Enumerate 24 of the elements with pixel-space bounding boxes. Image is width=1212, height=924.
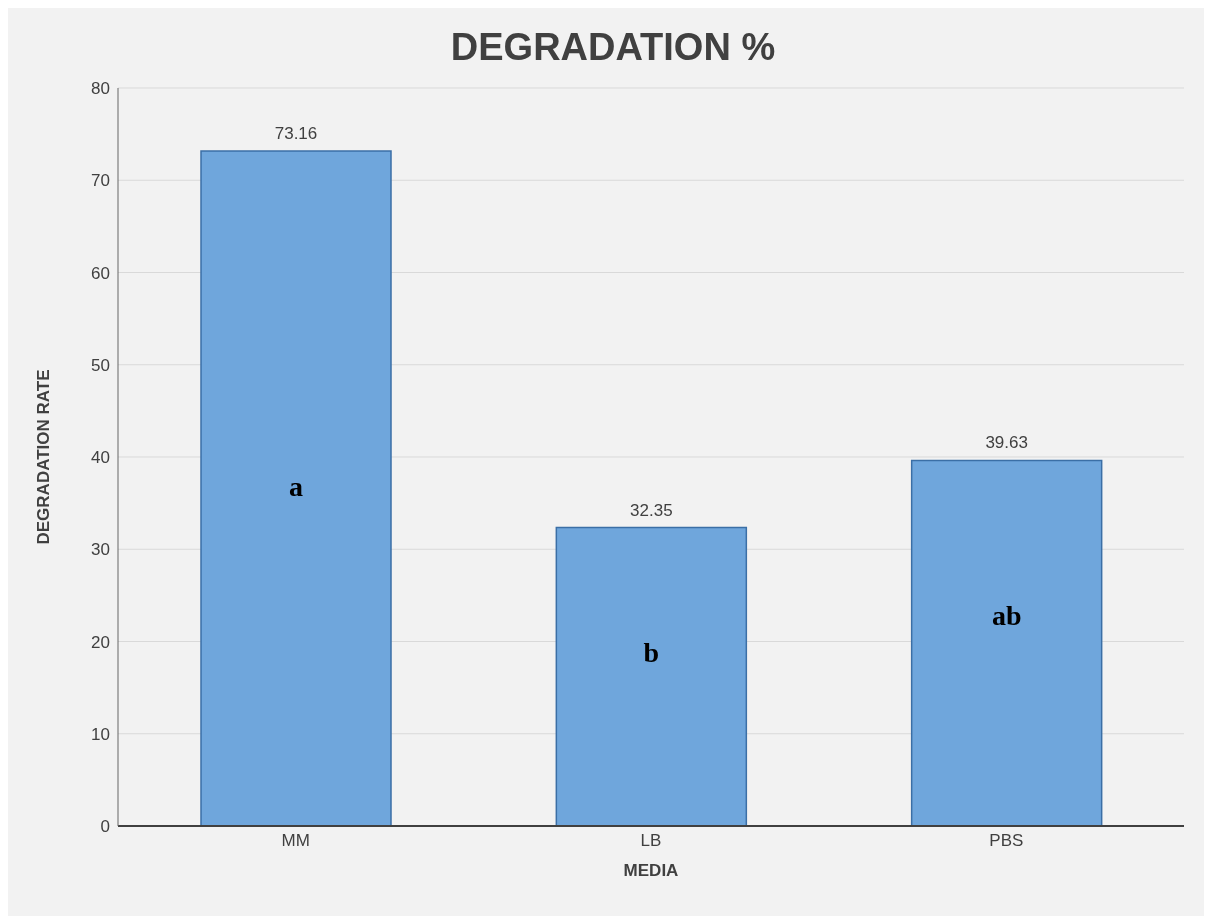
- y-tick-label: 10: [91, 724, 110, 744]
- annotation: b: [643, 636, 660, 668]
- x-tick-label: MM: [281, 831, 310, 851]
- annotation: a: [289, 471, 303, 502]
- y-tick-label: 60: [91, 263, 110, 283]
- x-axis-title: MEDIA: [623, 861, 679, 880]
- x-tick-label: LB: [640, 831, 662, 851]
- y-tick-label: 40: [91, 448, 110, 468]
- data-label: 32.35: [630, 500, 673, 520]
- x-tick-label: PBS: [989, 831, 1024, 851]
- y-tick-label: 20: [91, 632, 110, 652]
- bar: [555, 526, 748, 826]
- y-tick-label: 30: [91, 540, 110, 560]
- bar: [200, 150, 392, 826]
- y-tick-label: 80: [91, 79, 110, 99]
- chart-title: DEGRADATION %: [450, 26, 776, 68]
- y-tick-label: 50: [91, 355, 110, 375]
- bar: [910, 459, 1103, 826]
- data-label: 73.16: [274, 124, 318, 144]
- y-tick-label: 70: [91, 171, 110, 191]
- y-axis-title: DEGRADATION RATE: [34, 369, 54, 545]
- y-tick-label: 0: [100, 817, 110, 837]
- annotation: ab: [991, 599, 1022, 631]
- data-label: 39.63: [985, 433, 1028, 453]
